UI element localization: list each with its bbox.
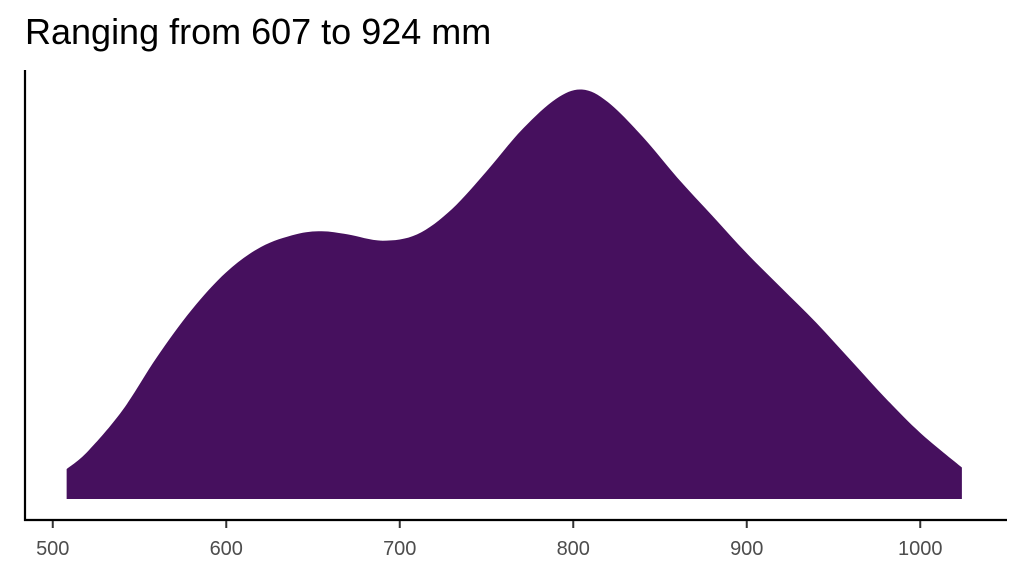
x-tick-label: 800 [557,538,590,560]
plot-area [66,89,962,499]
x-axis-ticks: 500 600 700 800 900 1000 [36,521,943,560]
density-area [66,89,962,499]
x-tick-label: 900 [730,538,763,560]
x-tick-label: 600 [210,538,243,560]
x-tick-label: 1000 [898,538,943,560]
chart-title: Ranging from 607 to 924 mm [25,11,492,52]
x-tick-label: 700 [383,538,416,560]
x-tick-label: 500 [36,538,69,560]
